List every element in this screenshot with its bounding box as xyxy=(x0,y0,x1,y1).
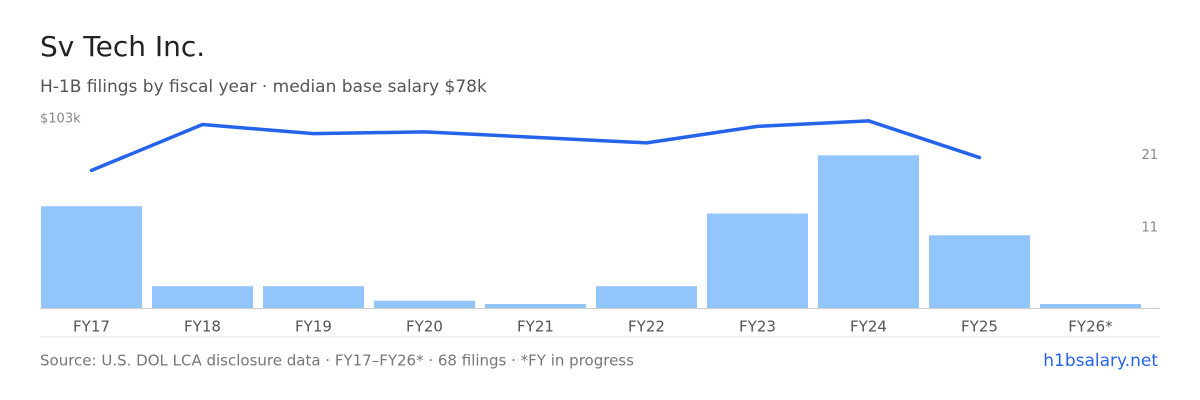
bar xyxy=(485,304,586,308)
x-tick-label: FY18 xyxy=(184,318,221,336)
bar xyxy=(374,300,475,308)
x-tick-label: FY26* xyxy=(1068,318,1113,336)
bar xyxy=(818,155,919,308)
x-tick-label: FY22 xyxy=(628,318,665,336)
brand-link[interactable]: h1bsalary.net xyxy=(1043,351,1158,371)
salary-line xyxy=(89,119,982,173)
bar xyxy=(596,286,697,308)
x-tick-label: FY23 xyxy=(739,318,776,336)
x-tick-label: FY24 xyxy=(850,318,887,336)
source-note: Source: U.S. DOL LCA disclosure data · F… xyxy=(40,352,634,370)
bar xyxy=(263,286,364,308)
chart-title: Sv Tech Inc. xyxy=(40,30,205,63)
x-tick-label: FY19 xyxy=(295,318,332,336)
x-tick-label: FY20 xyxy=(406,318,443,336)
y-tick-label: $103k xyxy=(40,112,81,127)
bar xyxy=(152,286,253,308)
y2-tick-label: 21 xyxy=(1141,148,1158,163)
x-tick-label: FY17 xyxy=(73,318,110,336)
bar xyxy=(1040,304,1141,308)
y2-tick-label: 11 xyxy=(1141,221,1158,236)
bar xyxy=(929,235,1030,308)
x-tick-label: FY21 xyxy=(517,318,554,336)
bar xyxy=(707,213,808,308)
x-tick-label: FY25 xyxy=(961,318,998,336)
bar xyxy=(41,206,142,308)
chart-subtitle: H-1B filings by fiscal year · median bas… xyxy=(40,77,487,97)
